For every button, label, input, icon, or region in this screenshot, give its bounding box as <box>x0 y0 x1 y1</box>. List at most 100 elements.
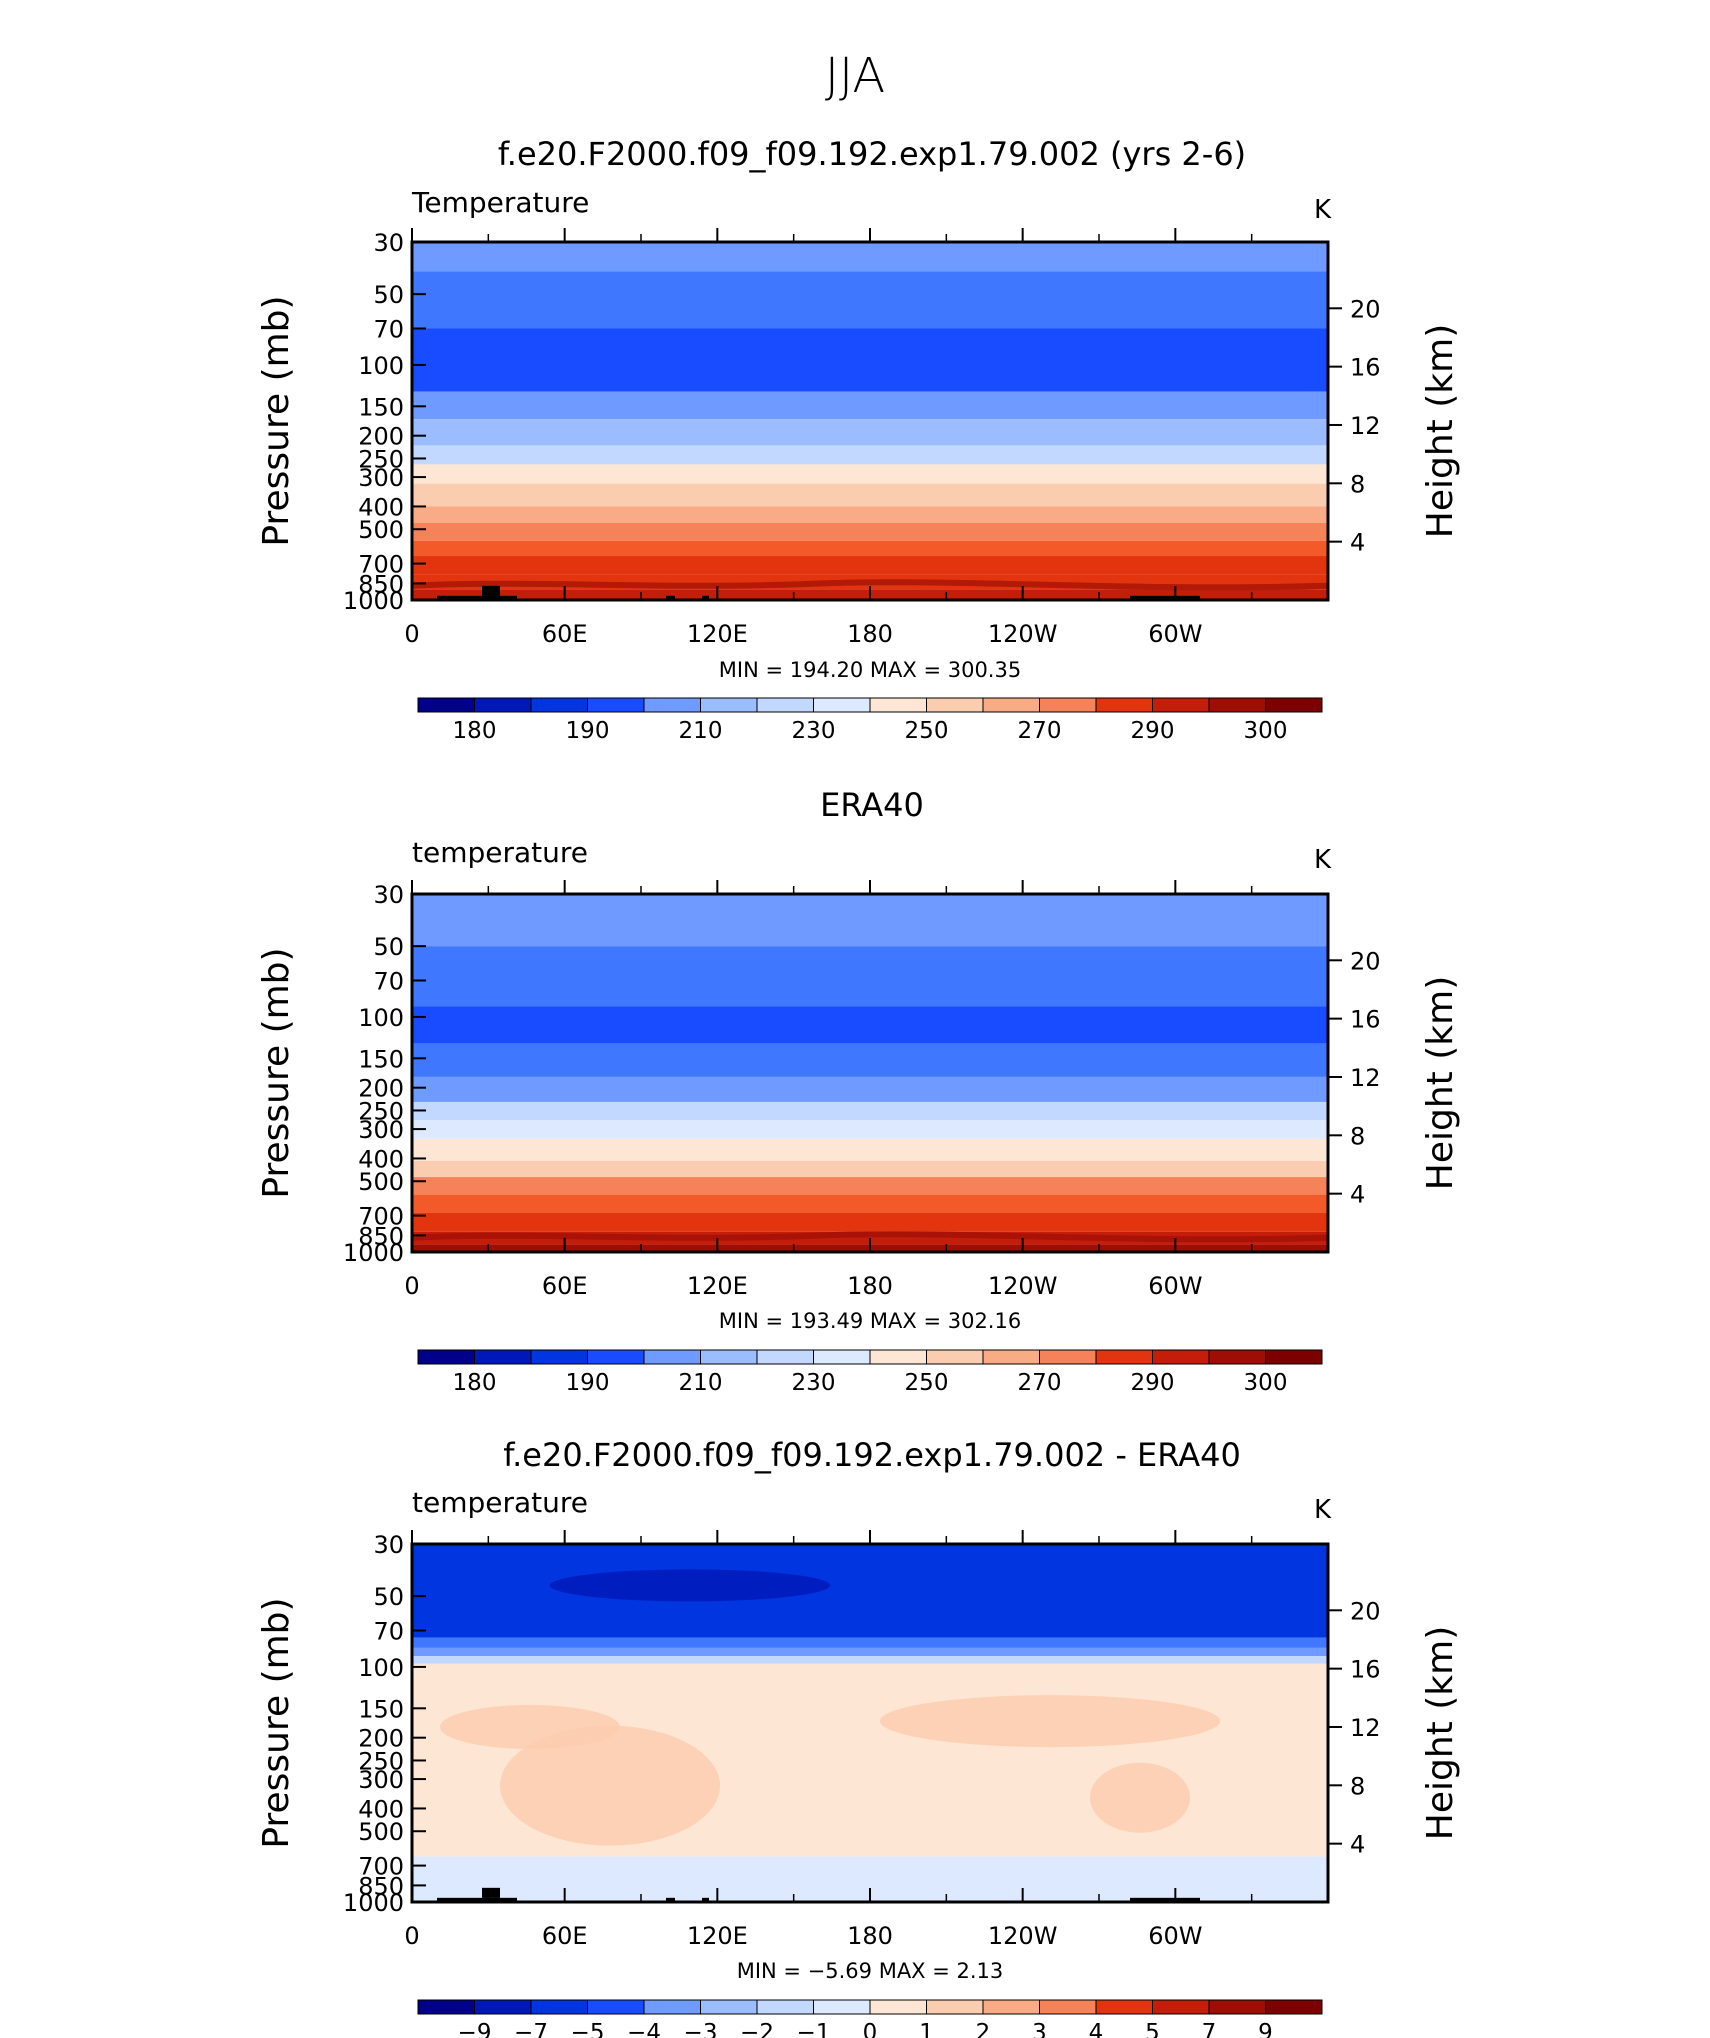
y-tick-label: 300 <box>358 464 404 492</box>
y-right-tick-label: 20 <box>1350 947 1381 975</box>
units-label: K <box>1314 195 1332 225</box>
y-tick-label: 700 <box>358 1853 404 1881</box>
colorbar-label: 0 <box>863 2020 878 2038</box>
contour-band <box>412 483 1328 507</box>
contour-band <box>412 1076 1328 1102</box>
colorbar-label: 180 <box>453 1370 497 1396</box>
y-right-tick-label: 12 <box>1350 412 1381 440</box>
y-axis-label: Pressure (mb) <box>256 1597 297 1848</box>
units-label: K <box>1314 845 1332 875</box>
terrain-mask <box>482 1897 500 1903</box>
colorbar-box <box>643 1349 701 1365</box>
colorbar-box <box>587 1999 645 2015</box>
y-tick-label: 100 <box>358 352 404 380</box>
min-max-stats: MIN = 193.49 MAX = 302.16 <box>719 1309 1021 1333</box>
y-tick-label: 850 <box>358 1222 404 1250</box>
colorbar-label: −1 <box>797 2020 831 2038</box>
colorbar-box <box>1152 1349 1210 1365</box>
colorbar-box <box>1152 697 1210 713</box>
colorbar-label: 250 <box>905 718 949 744</box>
terrain-mask <box>437 1897 517 1903</box>
y-right-tick-label: 4 <box>1350 1831 1365 1859</box>
colorbar-label: −5 <box>571 2020 605 2038</box>
colorbar-box <box>1208 1349 1266 1365</box>
y-tick-label: 150 <box>358 393 404 421</box>
colorbar-label: 1 <box>919 2020 934 2038</box>
colorbar-box <box>474 697 532 713</box>
colorbar-box <box>474 1349 532 1365</box>
colorbar-box <box>1039 697 1097 713</box>
y-tick-label: 1000 <box>343 1239 404 1267</box>
y-tick-label: 250 <box>358 1097 404 1125</box>
colorbar-box <box>530 1349 588 1365</box>
panels-container: f.e20.F2000.f09_f09.192.exp1.79.002 (yrs… <box>256 135 1461 2038</box>
contour-band <box>412 894 1328 947</box>
contour-band <box>412 445 1328 465</box>
x-tick-label: 120E <box>687 1272 748 1300</box>
terrain-mask <box>1130 595 1200 601</box>
terrain-mask <box>482 585 500 596</box>
colorbar-box <box>869 1999 927 2015</box>
colorbar-label: 5 <box>1145 2020 1160 2038</box>
contour-band <box>412 1006 1328 1044</box>
y-right-tick-label: 12 <box>1350 1064 1381 1092</box>
terrain-mask <box>666 595 675 601</box>
colorbar-label: 250 <box>905 1370 949 1396</box>
colorbar-box <box>1265 1349 1323 1365</box>
y-right-tick-label: 4 <box>1350 529 1365 557</box>
colorbar-box <box>813 1349 871 1365</box>
y-right-axis-label: Height (km) <box>1420 1626 1461 1840</box>
colorbar-label: 190 <box>566 718 610 744</box>
contour-band <box>412 1212 1328 1232</box>
colorbar-box <box>1095 1999 1153 2015</box>
contour-band <box>412 522 1328 541</box>
x-tick-label: 60E <box>542 1922 588 1950</box>
contour-band <box>412 1637 1328 1648</box>
colorbar-label: 300 <box>1244 718 1288 744</box>
contour-band <box>412 540 1328 557</box>
contour-band <box>412 242 1328 272</box>
y-tick-label: 50 <box>373 281 404 309</box>
colorbar-label: 290 <box>1131 718 1175 744</box>
contour-band <box>412 506 1328 523</box>
contour-band <box>412 1656 1328 1664</box>
y-tick-label: 850 <box>358 1872 404 1900</box>
colorbar-label: 210 <box>679 1370 723 1396</box>
contour-band <box>412 946 1328 1007</box>
y-tick-label: 100 <box>358 1654 404 1682</box>
colorbar-box <box>474 1999 532 2015</box>
y-tick-label: 400 <box>358 1795 404 1823</box>
contour-band <box>412 1043 1328 1077</box>
colorbar-box <box>700 1349 758 1365</box>
contour-band <box>412 1194 1328 1213</box>
surface-contour <box>411 1231 1329 1243</box>
colorbar-box <box>756 1999 814 2015</box>
colorbar-label: −9 <box>458 2020 492 2038</box>
contour-band <box>412 419 1328 446</box>
x-tick-label: 120W <box>988 620 1058 648</box>
y-tick-label: 70 <box>373 1618 404 1646</box>
panel-title: f.e20.F2000.f09_f09.192.exp1.79.002 (yrs… <box>498 135 1246 173</box>
panel-title: ERA40 <box>820 786 924 824</box>
contour-band <box>412 328 1328 392</box>
y-tick-label: 30 <box>373 881 404 909</box>
y-right-tick-label: 16 <box>1350 1656 1381 1684</box>
contour-band <box>412 1101 1328 1121</box>
terrain-mask <box>482 595 500 601</box>
y-tick-label: 200 <box>358 1075 404 1103</box>
y-tick-label: 500 <box>358 516 404 544</box>
y-right-tick-label: 8 <box>1350 1122 1365 1150</box>
y-tick-label: 250 <box>358 445 404 473</box>
colorbar-box <box>813 1999 871 2015</box>
colorbar-box <box>417 1999 475 2015</box>
colorbar-box <box>700 697 758 713</box>
colorbar-box <box>869 697 927 713</box>
y-tick-label: 50 <box>373 1583 404 1611</box>
colorbar-label: 210 <box>679 718 723 744</box>
colorbar-box <box>417 1349 475 1365</box>
y-right-axis-label: Height (km) <box>1420 976 1461 1190</box>
x-tick-label: 180 <box>847 1272 893 1300</box>
colorbar-box <box>1039 1999 1097 2015</box>
colorbar-box <box>1095 1349 1153 1365</box>
